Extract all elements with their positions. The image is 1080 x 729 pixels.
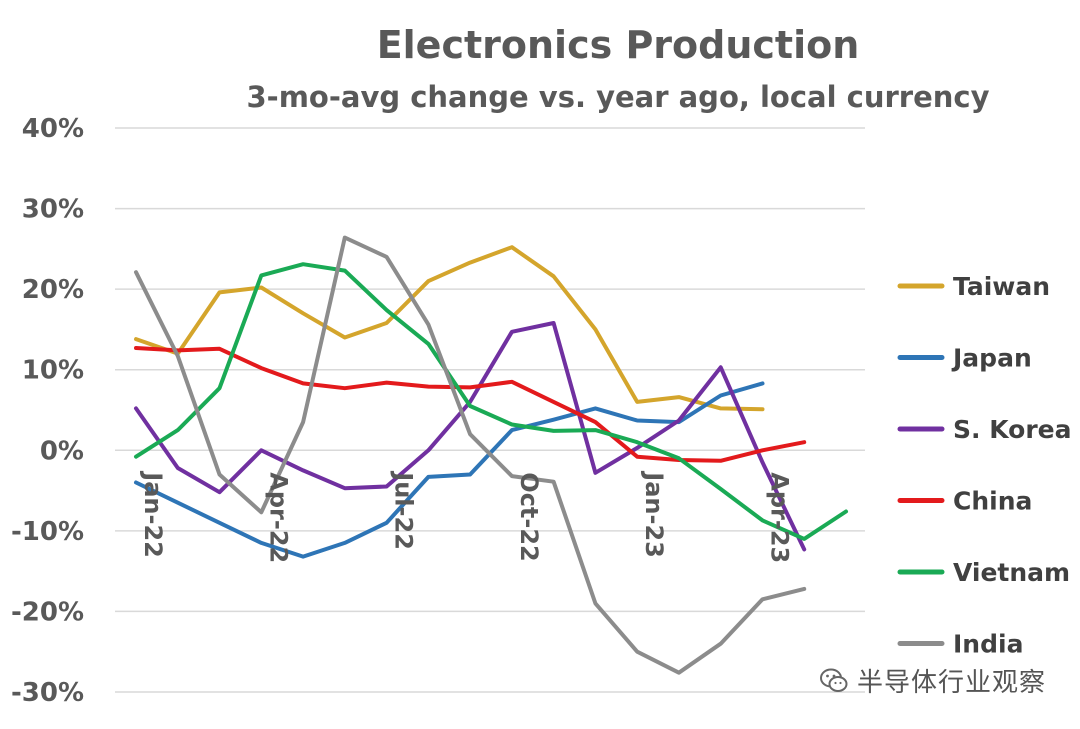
watermark-text: 半导体行业观察 bbox=[856, 668, 1046, 698]
legend-label: India bbox=[953, 630, 1023, 659]
legend-label: Vietnam bbox=[953, 558, 1070, 587]
chart-title: Electronics Production bbox=[377, 23, 860, 67]
x-tick-label: Oct-22 bbox=[515, 472, 543, 561]
y-tick-label: 0% bbox=[40, 436, 84, 466]
wechat-icon bbox=[819, 668, 848, 692]
legend: Taiwan Japan S. Korea China Vietnam India bbox=[897, 272, 1071, 659]
legend-label: Taiwan bbox=[953, 272, 1050, 301]
y-axis: -30% -20% -10% 0% 10% 20% 30% 40% bbox=[11, 114, 84, 708]
x-tick-label: Jan-23 bbox=[640, 470, 668, 558]
y-tick-label: -30% bbox=[11, 678, 84, 708]
series-line-taiwan bbox=[134, 245, 765, 412]
watermark: 半导体行业观察 bbox=[819, 662, 1046, 699]
y-tick-label: 20% bbox=[22, 275, 84, 305]
x-axis: Jan-22 Apr-22 Jul-22 Oct-22 Jan-23 Apr-23 bbox=[139, 470, 793, 563]
series-line-s-korea bbox=[134, 321, 807, 552]
x-tick-label: Apr-22 bbox=[264, 472, 292, 563]
y-tick-label: 40% bbox=[22, 114, 84, 144]
legend-label: Japan bbox=[951, 344, 1032, 373]
series-line-china bbox=[134, 346, 807, 463]
legend-label: China bbox=[953, 487, 1032, 516]
chart-subtitle: 3-mo-avg change vs. year ago, local curr… bbox=[247, 80, 990, 114]
y-tick-label: -10% bbox=[11, 517, 84, 547]
series-line-japan bbox=[134, 381, 765, 559]
x-tick-label: Jan-22 bbox=[139, 470, 167, 558]
y-tick-label: 30% bbox=[22, 195, 84, 225]
series-line-vietnam bbox=[134, 262, 848, 541]
y-tick-label: -20% bbox=[11, 597, 84, 627]
legend-label: S. Korea bbox=[953, 415, 1071, 444]
y-tick-label: 10% bbox=[22, 356, 84, 386]
x-tick-label: Apr-23 bbox=[765, 472, 793, 563]
series-lines bbox=[134, 235, 848, 675]
series-line-india bbox=[134, 235, 807, 675]
x-tick-label: Jul-22 bbox=[390, 470, 418, 550]
